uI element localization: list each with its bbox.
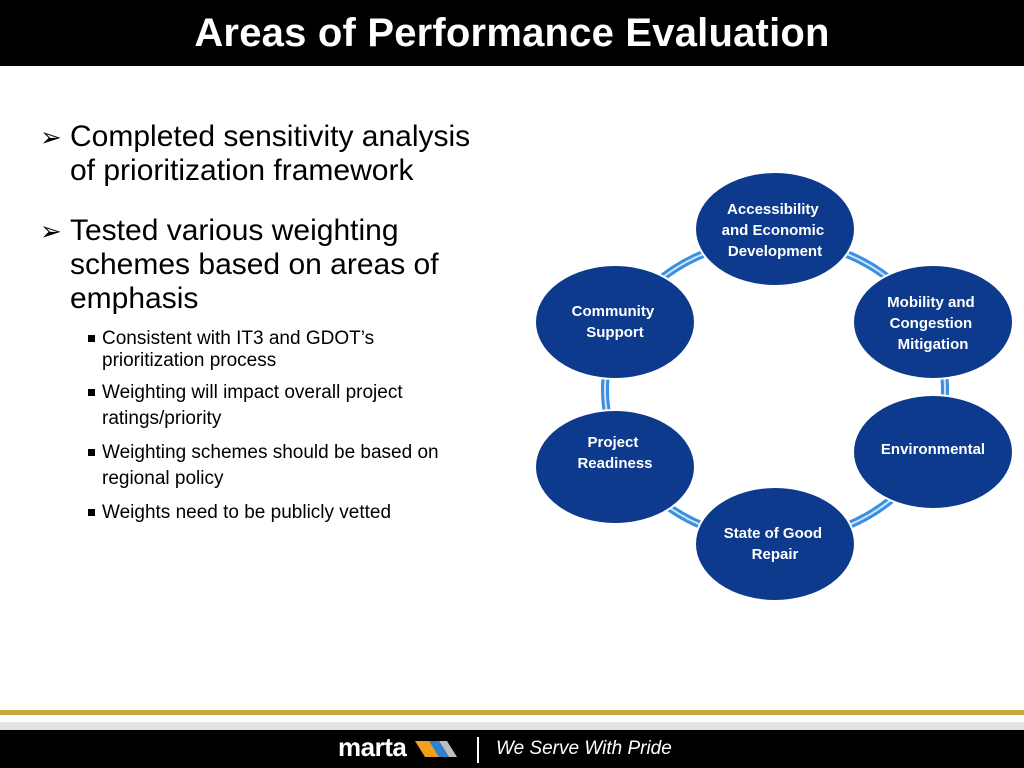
node-label-line: Support	[586, 324, 644, 341]
node-label-line: and Economic	[722, 222, 825, 239]
node-label-line: Accessibility	[727, 201, 819, 218]
sub-bullet-list: Consistent with IT3 and GDOT’s prioritiz…	[88, 328, 540, 526]
node-circle	[534, 409, 696, 525]
marta-logo: marta	[338, 732, 407, 762]
square-bullet-icon	[88, 389, 95, 396]
sub-bullet-consistent: Consistent with IT3 and GDOT’s prioritiz…	[88, 328, 540, 372]
node-label-line: State of Good	[724, 525, 822, 542]
sub-bullet-line: Weights need to be publicly vetted	[102, 502, 392, 523]
node-mobility: Mobility and Congestion Mitigation	[852, 264, 1014, 380]
sub-bullet-regional-policy: Weighting schemes should be based on reg…	[88, 440, 540, 492]
node-project-readiness: Project Readiness	[534, 409, 696, 525]
sub-bullet-line: Weighting will impact overall project	[102, 382, 403, 403]
bullet-line: schemes based on areas of	[70, 248, 439, 281]
node-label: Accessibility and Economic Development	[722, 201, 829, 260]
node-label-line: Environmental	[881, 441, 985, 458]
node-label-line: Readiness	[577, 455, 652, 472]
marta-logo-stripes-icon	[415, 741, 457, 757]
node-community-support: Community Support	[534, 264, 696, 380]
bullet-line: emphasis	[70, 282, 199, 315]
bullet-content: ➢ Completed sensitivity analysis of prio…	[40, 120, 540, 534]
node-label: Project Readiness	[577, 434, 652, 472]
footer-black-band	[0, 730, 1024, 768]
node-label: State of Good Repair	[724, 525, 827, 563]
node-label: Environmental	[881, 441, 985, 458]
node-label: Community Support	[572, 303, 659, 341]
sub-bullet-impact: Weighting will impact overall project ra…	[88, 380, 540, 432]
node-label: Mobility and Congestion Mitigation	[887, 294, 979, 353]
node-circle	[694, 171, 856, 287]
node-label-line: Project	[587, 434, 638, 451]
sub-bullet-line: regional policy	[102, 468, 224, 489]
bullet-line: of prioritization framework	[70, 154, 414, 187]
arrow-bullet-icon: ➢	[40, 122, 62, 152]
sub-bullet-line: prioritization process	[102, 350, 277, 371]
node-state-of-good-repair: State of Good Repair	[694, 486, 856, 602]
node-label-line: Congestion	[890, 315, 973, 332]
node-circle	[852, 264, 1014, 380]
footer-tagline: We Serve With Pride	[496, 738, 672, 759]
bullet-line: Tested various weighting	[70, 214, 399, 247]
node-label-line: Mobility and	[887, 294, 975, 311]
sub-bullet-line: ratings/priority	[102, 408, 222, 429]
square-bullet-icon	[88, 509, 95, 516]
bullet-completed-analysis: ➢ Completed sensitivity analysis of prio…	[40, 120, 540, 188]
title-bar: Areas of Performance Evaluation	[0, 0, 1024, 66]
square-bullet-icon	[88, 449, 95, 456]
bullet-tested-weighting: ➢ Tested various weighting schemes based…	[40, 214, 540, 316]
node-circle	[534, 264, 696, 380]
sub-bullet-line: Weighting schemes should be based on	[102, 442, 439, 463]
slide-title: Areas of Performance Evaluation	[194, 10, 830, 55]
node-environmental: Environmental	[852, 394, 1014, 510]
node-accessibility: Accessibility and Economic Development	[694, 171, 856, 287]
node-circle	[852, 394, 1014, 510]
bullet-line: Completed sensitivity analysis	[70, 120, 471, 153]
node-circle	[694, 486, 856, 602]
node-label-line: Development	[728, 243, 822, 260]
node-label-line: Community	[572, 303, 655, 320]
sub-bullet-publicly-vetted: Weights need to be publicly vetted	[88, 500, 540, 526]
node-label-line: Repair	[752, 546, 799, 563]
footer-accent-line	[0, 710, 1024, 715]
sub-bullet-line: Consistent with IT3 and GDOT’s	[102, 328, 375, 349]
node-label-line: Mitigation	[898, 336, 969, 353]
footer-divider	[477, 737, 479, 763]
square-bullet-icon	[88, 335, 95, 342]
arrow-bullet-icon: ➢	[40, 216, 62, 246]
